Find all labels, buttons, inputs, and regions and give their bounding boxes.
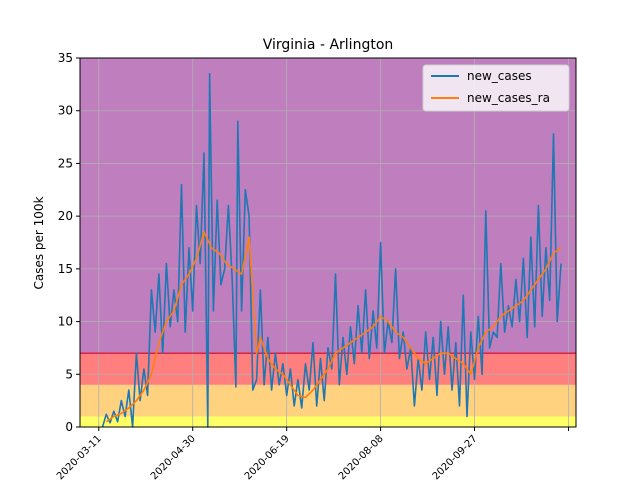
series-line-new-cases-ra <box>105 231 562 423</box>
risk-bands <box>80 58 576 427</box>
risk-band-0 <box>80 416 576 427</box>
y-tick-label-2: 10 <box>58 315 73 329</box>
y-tick-label-6: 30 <box>58 104 73 118</box>
legend-frame <box>422 64 570 112</box>
y-axis-label: Cases per 100k <box>32 196 46 289</box>
y-tick-label-4: 20 <box>58 209 73 223</box>
y-tick-label-1: 5 <box>65 367 73 381</box>
legend-label-new-cases: new_cases <box>467 69 532 83</box>
plot-frame <box>79 57 577 428</box>
risk-band-1 <box>80 384 576 417</box>
y-tick-label-3: 15 <box>58 262 73 276</box>
chart-title: Virginia - Arlington <box>263 37 394 53</box>
legend: new_cases new_cases_ra <box>422 64 570 112</box>
series-line-new-cases <box>101 73 562 428</box>
y-tick-label-0: 0 <box>65 420 73 434</box>
y-tick-label-7: 35 <box>58 51 73 65</box>
y-axis: 0 5 10 15 20 25 30 35 <box>58 51 80 434</box>
legend-label-new-cases-ra: new_cases_ra <box>467 91 550 105</box>
y-tick-label-5: 25 <box>58 156 73 170</box>
series-group <box>101 73 562 428</box>
